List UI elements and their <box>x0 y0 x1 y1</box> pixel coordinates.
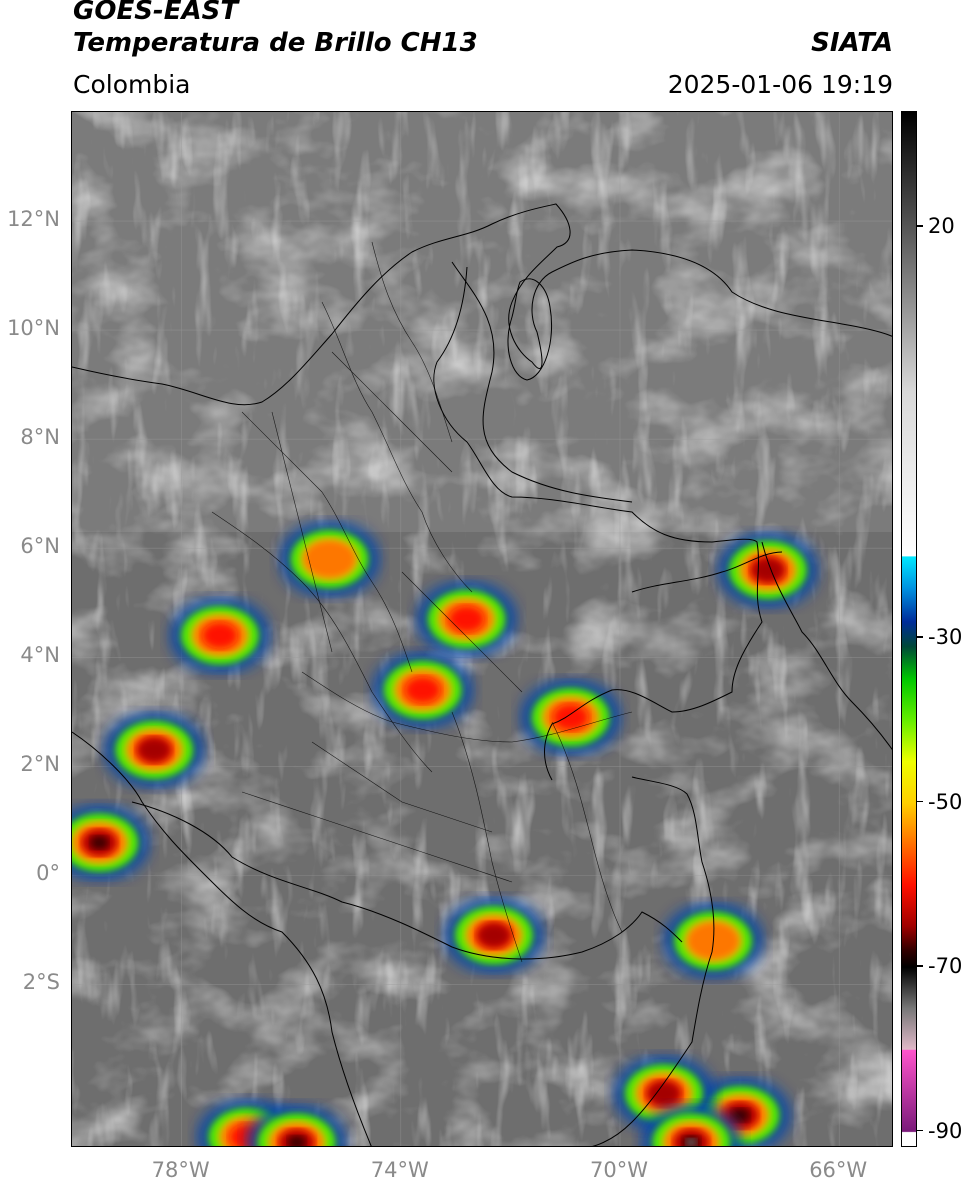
map-canvas <box>72 112 892 1146</box>
lat-tick-label: 6°N <box>20 534 60 559</box>
country-borders <box>72 203 892 1146</box>
border-venezuela-guyana <box>761 541 892 751</box>
graticule <box>72 112 892 1146</box>
lon-tick-label: 78°W <box>151 1158 210 1182</box>
storm-cell <box>373 653 473 727</box>
border-colombia-brazil <box>591 776 715 1146</box>
timestamp-label: 2025-01-06 19:19 <box>667 70 893 99</box>
colorbar-tick-label: -90 <box>928 1118 963 1143</box>
lat-tick-label: 0° <box>36 861 60 886</box>
lon-tick-label: 70°W <box>590 1158 648 1182</box>
coastline-caribbean <box>72 203 892 406</box>
colorbar-tick <box>917 965 923 967</box>
border-colombia-peru-ecuador <box>131 801 683 960</box>
satellite-name: GOES-EAST <box>73 0 239 26</box>
colorbar-tick <box>917 225 923 227</box>
lat-tick-label: 2°N <box>20 752 60 777</box>
storm-cell <box>641 1105 741 1146</box>
satellite-map[interactable] <box>71 111 893 1147</box>
lat-tick-label: 8°N <box>20 425 60 450</box>
colorbar-tick <box>917 800 923 803</box>
storm-cell <box>444 898 544 973</box>
lat-tick-label: 2°S <box>22 970 60 995</box>
region-label: Colombia <box>73 70 191 99</box>
convective-cells <box>72 522 818 1146</box>
storm-cell <box>521 680 621 754</box>
border-venezuela-north <box>451 261 633 503</box>
colorbar-tick-label: -30 <box>928 625 963 650</box>
storm-cell <box>416 582 517 656</box>
lat-tick-label: 4°N <box>20 643 60 668</box>
storm-cell <box>104 713 204 787</box>
colorbar-tick <box>917 636 923 638</box>
colorbar-tick-label: 20 <box>928 214 955 239</box>
brand-label: SIATA <box>811 28 893 58</box>
temperature-colorbar <box>901 111 917 1147</box>
colorbar-tick-label: -50 <box>928 789 963 814</box>
lon-tick-label: 66°W <box>809 1158 868 1182</box>
colorbar-tick-label: -70 <box>928 954 963 979</box>
storm-cell <box>718 533 818 607</box>
product-title: Temperatura de Brillo CH13 <box>73 28 478 58</box>
coastline-pacific <box>72 731 372 1146</box>
border-colombia-venezuela <box>433 266 763 781</box>
colorbar-gradient <box>902 112 916 1146</box>
storm-cell <box>279 522 380 596</box>
colorbar-tick <box>917 1129 923 1132</box>
lake-maracaibo <box>507 278 553 381</box>
lat-tick-label: 12°N <box>7 207 60 232</box>
lat-tick-label: 10°N <box>7 316 60 341</box>
storm-cell <box>247 1105 347 1146</box>
storm-cell <box>72 805 150 880</box>
department-borders <box>211 241 633 963</box>
border-brazil-venezuela <box>631 551 783 593</box>
storm-cell <box>170 598 270 673</box>
lon-tick-label: 74°W <box>370 1158 429 1182</box>
